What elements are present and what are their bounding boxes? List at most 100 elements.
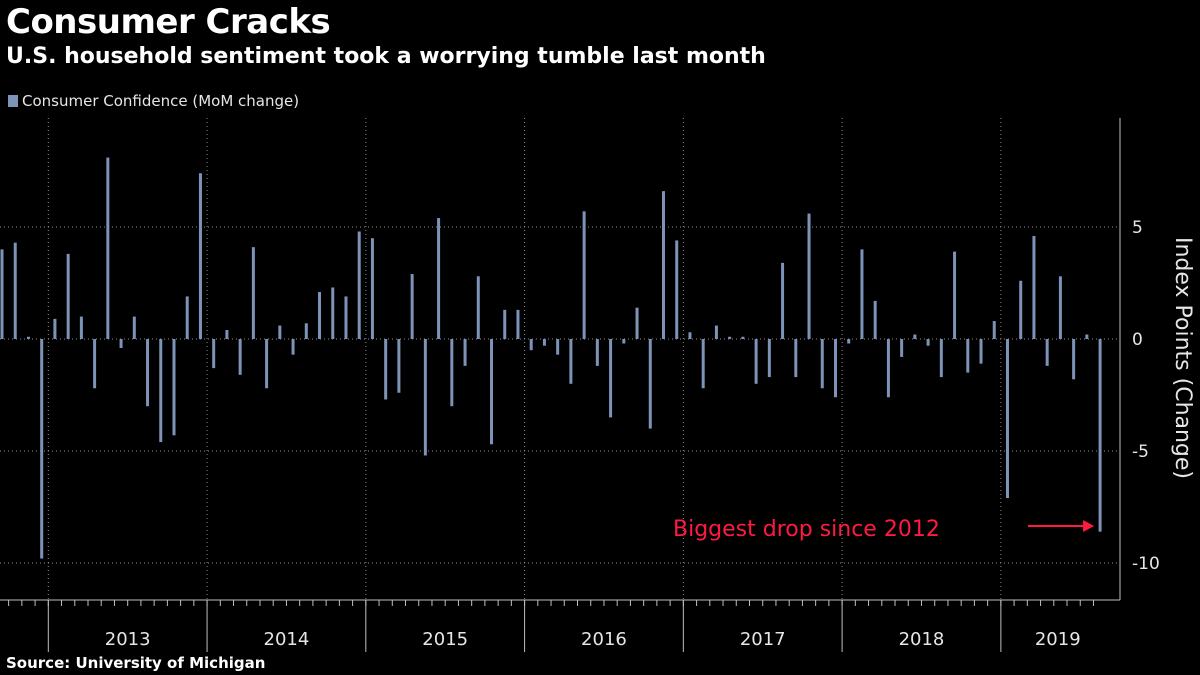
bar [344,296,348,339]
bar [833,339,837,398]
bar [701,339,705,389]
bar [0,249,4,339]
bar [926,339,930,346]
bar [490,339,494,445]
bar [1045,339,1049,366]
bar [370,238,374,339]
bar [304,323,308,339]
bar [794,339,798,378]
bar [939,339,943,378]
bar [423,339,427,456]
bar [1019,280,1023,339]
bar [529,339,533,351]
bar [635,307,639,339]
bar [79,316,83,339]
source-note: Source: University of Michigan [6,654,266,672]
bar [159,339,163,443]
bar [26,336,30,339]
bar [172,339,176,436]
annotation-text: Biggest drop since 2012 [673,517,940,542]
bar [251,247,255,339]
bar [542,339,546,346]
bar [900,339,904,357]
x-tick-label: 2018 [899,629,945,650]
bar [1032,235,1036,339]
bar [13,242,17,339]
bar [198,173,202,339]
bar [185,296,189,339]
x-tick-label: 2019 [1035,629,1081,650]
bar [966,339,970,373]
bar [357,231,361,339]
bar [450,339,454,407]
annotation-arrow-head [1083,520,1095,532]
bar [53,318,57,339]
bar [397,339,401,393]
bar [93,339,97,389]
bar [979,339,983,364]
legend: Consumer Confidence (MoM change) [8,92,299,110]
bar [1098,339,1102,532]
chart-title: Consumer Cracks [6,2,331,42]
bar [873,300,877,339]
bar [953,251,957,339]
bar [688,332,692,339]
bar [503,309,507,339]
bar [820,339,824,389]
bar [1058,276,1062,339]
bar-layer [0,157,1102,559]
bar [463,339,467,366]
bar [913,334,917,339]
x-tick-label: 2016 [581,629,627,650]
bar [992,321,996,339]
bar [40,339,44,559]
chart-subtitle: U.S. household sentiment took a worrying… [6,44,766,69]
x-tick-label: 2017 [740,629,786,650]
axis-layer: 5 0 -5 -10 2013 2014 2015 2016 2017 2018 2019 [0,118,1160,652]
bar [384,339,388,400]
bar [595,339,599,366]
y-axis-label: Index Points (Change) [1170,237,1195,479]
y-tick-label: -10 [1132,554,1160,574]
bar [886,339,890,398]
bar [741,336,745,339]
bar [728,336,732,339]
bar [807,213,811,339]
y-tick-label: 0 [1132,330,1143,350]
bar [860,249,864,339]
bar [648,339,652,429]
legend-label: Consumer Confidence (MoM change) [22,92,300,110]
legend-swatch [8,95,18,107]
bar [847,339,851,344]
bar [1072,339,1076,380]
bar [212,339,216,369]
bar [1005,339,1009,499]
annotation-layer: Biggest drop since 2012 [673,517,1095,542]
bar [318,291,322,339]
bar [291,339,295,355]
bar [331,287,335,339]
bar [278,325,282,339]
bar [410,274,414,339]
bar [609,339,613,418]
y-tick-label: -5 [1132,442,1149,462]
grid-layer [0,118,1120,600]
bar [119,339,123,348]
bar [781,262,785,339]
bar [767,339,771,378]
bar [622,339,626,344]
bar [132,316,136,339]
bar [238,339,242,375]
bar [146,339,150,407]
y-tick-label: 5 [1132,218,1143,238]
x-tick-label: 2014 [264,629,310,650]
x-tick-label: 2015 [422,629,468,650]
bar [556,339,560,355]
bar [675,240,679,339]
bar [714,325,718,339]
bar [516,309,520,339]
bar [265,339,269,389]
bar [662,191,665,339]
bar [437,218,441,339]
